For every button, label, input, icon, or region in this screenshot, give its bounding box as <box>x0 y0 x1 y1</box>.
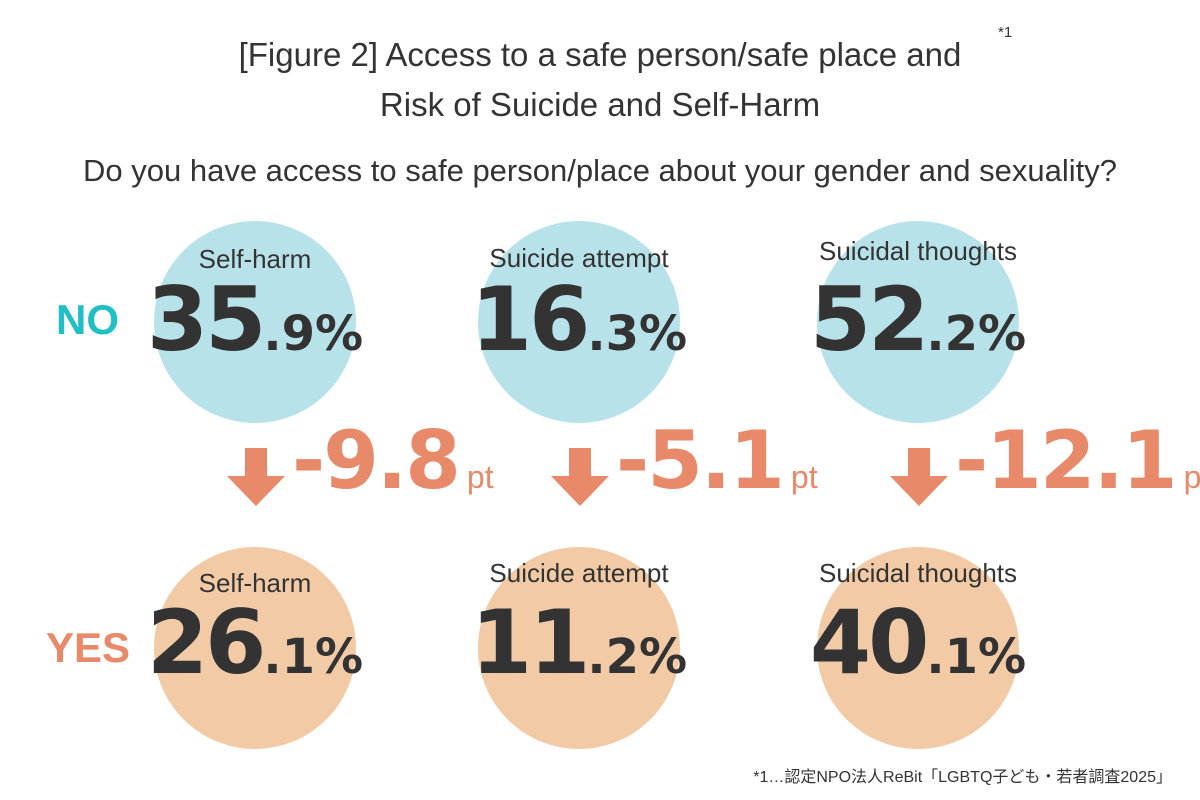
value-no: 52.2% <box>758 268 1078 371</box>
down-arrow-icon <box>551 448 609 506</box>
circle-no-1 <box>478 221 680 423</box>
value-dec: .1% <box>926 629 1027 685</box>
question-text: Do you have access to safe person/place … <box>83 153 1117 188</box>
value-yes: 11.2% <box>419 591 739 694</box>
value-dec: .9% <box>263 306 364 362</box>
figure-title-line1: [Figure 2] Access to a safe person/safe … <box>238 36 962 73</box>
value-dec: .3% <box>587 306 688 362</box>
difference: -9.8 pt <box>292 414 494 507</box>
value-yes: 26.1% <box>95 591 415 694</box>
category-label-yes: Suicide attempt <box>489 558 669 588</box>
difference-value: -5.1 <box>616 414 785 507</box>
value-int: 52 <box>809 268 929 371</box>
category-label-yes: Self-harm <box>198 568 312 598</box>
value-dec: .2% <box>926 306 1027 362</box>
value-int: 11 <box>470 591 590 694</box>
footnote: *1…認定NPO法人ReBit「LGBTQ子ども・若者調査2025」 <box>753 769 1172 786</box>
difference-unit: pt <box>466 459 494 495</box>
value-int: 26 <box>146 591 266 694</box>
row-label-yes: YES <box>46 624 131 671</box>
value-yes: 40.1% <box>758 591 1078 694</box>
value-no: 16.3% <box>419 268 739 371</box>
circle-yes-0 <box>154 547 356 749</box>
value-dec: .2% <box>587 629 688 685</box>
difference: -5.1 pt <box>616 414 818 507</box>
row-label-no: NO <box>56 296 119 343</box>
value-int: 35 <box>146 268 266 371</box>
difference-value: -9.8 <box>292 414 461 507</box>
down-arrow-icon <box>890 448 948 506</box>
difference-unit: pt <box>790 459 818 495</box>
category-label-yes: Suicidal thoughts <box>818 558 1018 588</box>
difference-value: -12.1 <box>955 414 1178 507</box>
value-no: 35.9% <box>95 268 415 371</box>
circle-no-2 <box>817 221 1019 423</box>
category-label-no: Suicide attempt <box>489 243 669 273</box>
figure-title-line2: Risk of Suicide and Self-Harm <box>379 86 821 123</box>
difference-unit: pt <box>1183 459 1200 495</box>
category-label-no: Suicidal thoughts <box>818 236 1018 266</box>
footnote-marker: *1 <box>998 24 1013 41</box>
difference: -12.1pt <box>955 414 1200 507</box>
value-int: 16 <box>470 268 590 371</box>
down-arrow-icon <box>227 448 285 506</box>
category-label-no: Self-harm <box>198 244 312 274</box>
circle-yes-1 <box>478 547 680 749</box>
value-int: 40 <box>809 591 929 694</box>
value-dec: .1% <box>263 629 364 685</box>
circle-no-0 <box>154 221 356 423</box>
circle-yes-2 <box>817 547 1019 749</box>
